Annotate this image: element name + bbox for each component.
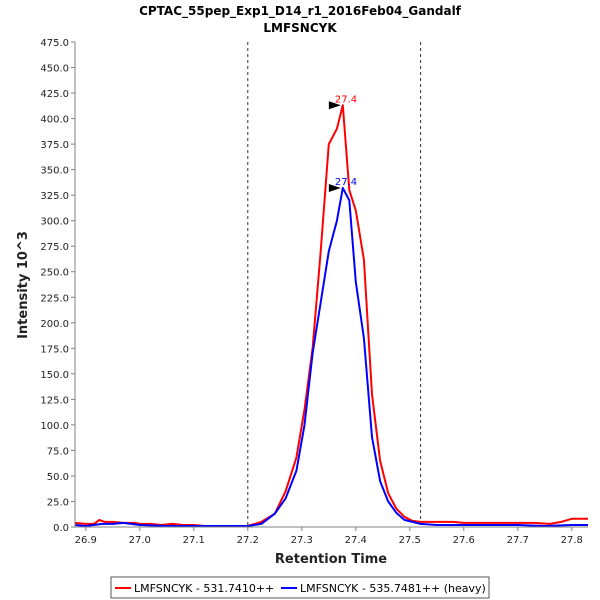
x-axis-title: Retention Time (275, 552, 387, 567)
y-tick-label: 0.0 (53, 523, 69, 534)
peak-annotations: 27.4 27.4 (328, 94, 357, 193)
series-layer (74, 104, 588, 527)
y-tick-label: 300.0 (40, 217, 69, 228)
legend-box (110, 576, 490, 599)
y-tick-label: 400.0 (40, 115, 69, 126)
y-tick-label: 325.0 (40, 191, 69, 202)
y-axis-ticks: 0.0 25.0 50.0 75.0 100.0 125.0 150.0 175.0 200.0… (40, 38, 75, 534)
y-tick-label: 125.0 (40, 395, 69, 406)
x-tick-label: 27.3 (291, 535, 313, 546)
x-tick-label: 26.9 (75, 535, 97, 546)
peak-marker-heavy (328, 184, 341, 193)
y-tick-label: 350.0 (40, 166, 69, 177)
legend-label-heavy: LMFSNCYK - 535.7481++ (heavy) (300, 582, 486, 595)
x-tick-label: 27.7 (507, 535, 529, 546)
y-tick-label: 450.0 (40, 64, 69, 75)
y-tick-label: 25.0 (47, 497, 69, 508)
y-tick-label: 175.0 (40, 344, 69, 355)
boundary-lines (247, 42, 422, 527)
x-tick-label: 27.2 (237, 535, 259, 546)
x-tick-label: 27.8 (561, 535, 583, 546)
x-tick-label: 27.0 (129, 535, 151, 546)
x-tick-label: 27.4 (345, 535, 367, 546)
plot-area (75, 42, 588, 527)
y-tick-label: 100.0 (40, 421, 69, 432)
y-tick-label: 275.0 (40, 242, 69, 253)
y-tick-label: 225.0 (40, 293, 69, 304)
y-tick-label: 50.0 (47, 472, 69, 483)
y-tick-label: 475.0 (40, 38, 69, 49)
chart-subtitle: LMFSNCYK (263, 21, 337, 35)
x-axis-ticks: 26.9 27.0 27.1 27.2 27.3 27.4 27.5 27.6 27.7 27.8 (75, 527, 583, 546)
y-tick-label: 75.0 (47, 446, 69, 457)
y-tick-label: 375.0 (40, 140, 69, 151)
peak-marker-light (328, 101, 341, 110)
peak-label-light: 27.4 (335, 94, 357, 105)
y-tick-label: 200.0 (40, 319, 69, 330)
y-axis-title: Intensity 10^3 (16, 231, 31, 339)
peak-label-heavy: 27.4 (335, 177, 357, 188)
y-tick-label: 150.0 (40, 370, 69, 381)
x-tick-label: 27.6 (453, 535, 475, 546)
x-tick-label: 27.1 (183, 535, 205, 546)
chart-title: CPTAC_55pep_Exp1_D14_r1_2016Feb04_Gandal… (139, 4, 462, 19)
legend: LMFSNCYK - 531.7410++ LMFSNCYK - 535.748… (110, 576, 490, 599)
series-line-heavy (74, 187, 588, 527)
legend-label-light: LMFSNCYK - 531.7410++ (134, 582, 274, 595)
y-tick-label: 250.0 (40, 268, 69, 279)
y-tick-label: 425.0 (40, 89, 69, 100)
x-tick-label: 27.5 (399, 535, 421, 546)
